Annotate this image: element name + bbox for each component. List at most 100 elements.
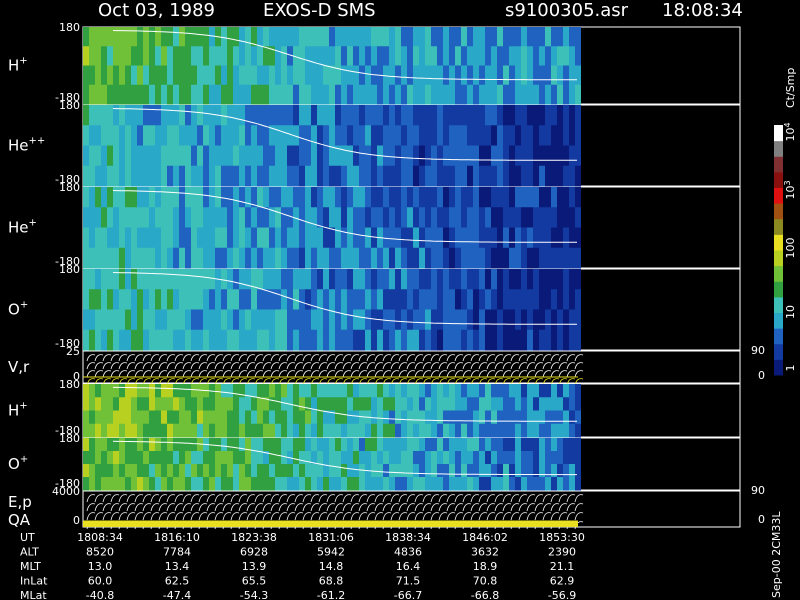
spectrogram-cell bbox=[485, 464, 491, 478]
trace bbox=[390, 512, 400, 521]
spectrogram-cell bbox=[107, 46, 113, 66]
trace bbox=[518, 354, 528, 362]
spectrogram-cell bbox=[419, 423, 425, 438]
spectrogram-cell bbox=[347, 423, 353, 438]
spectrogram-cell bbox=[413, 187, 419, 208]
spectrogram-cell bbox=[329, 145, 335, 167]
spectrogram-cell bbox=[473, 65, 479, 86]
spectrogram-cell bbox=[299, 125, 305, 146]
spectrogram-cell bbox=[533, 187, 539, 208]
spectrogram-cell bbox=[89, 65, 95, 86]
spectrogram-cell bbox=[449, 329, 455, 351]
spectrogram-cell bbox=[365, 451, 371, 465]
spectrogram-cell bbox=[269, 145, 275, 167]
spectrogram-cell bbox=[503, 309, 509, 331]
spectrogram-cell bbox=[191, 410, 197, 425]
spectrogram-cell bbox=[365, 187, 371, 208]
spectrogram-cell bbox=[323, 65, 329, 86]
colorbar-swatch bbox=[774, 125, 783, 142]
spectrogram-cell bbox=[197, 309, 203, 331]
trace bbox=[262, 503, 272, 512]
trace bbox=[526, 370, 536, 378]
spectrogram-cell bbox=[353, 477, 359, 491]
spectrogram-cell bbox=[521, 438, 527, 452]
spectrogram-cell bbox=[95, 464, 101, 478]
trace bbox=[406, 494, 416, 503]
spectrogram-cell bbox=[443, 410, 449, 425]
spectrogram-cell bbox=[197, 438, 203, 452]
spectrogram-cell bbox=[557, 451, 563, 465]
spectrogram-cell bbox=[209, 451, 215, 465]
trace bbox=[342, 370, 352, 378]
cell: 18.9 bbox=[473, 560, 498, 573]
y-tick-label: 180 bbox=[59, 432, 80, 445]
spectrogram-cell bbox=[113, 46, 119, 66]
spectrogram-cell bbox=[533, 46, 539, 66]
spectrogram-cell bbox=[245, 105, 251, 126]
spectrogram-cell bbox=[293, 438, 299, 452]
spectrogram-cell bbox=[449, 187, 455, 208]
spectrogram-cell bbox=[185, 27, 191, 47]
spectrogram-cell bbox=[269, 187, 275, 208]
spectrogram-cell bbox=[557, 384, 563, 398]
trace bbox=[454, 512, 464, 521]
trace bbox=[166, 512, 176, 521]
spectrogram-cell bbox=[263, 165, 269, 187]
spectrogram-cell bbox=[461, 105, 467, 126]
trace bbox=[182, 362, 192, 370]
spectrogram-cell bbox=[275, 46, 281, 66]
spectrogram-cell bbox=[101, 84, 107, 105]
spectrogram-cell bbox=[347, 410, 353, 425]
spectrogram-cell bbox=[179, 247, 185, 269]
spectrogram-cell bbox=[437, 410, 443, 425]
spectrogram-cell bbox=[251, 464, 257, 478]
spectrogram-cell bbox=[569, 438, 575, 452]
spectrogram-cell bbox=[503, 187, 509, 208]
spectrogram-cell bbox=[137, 145, 143, 167]
spectrogram-cell bbox=[275, 105, 281, 126]
spectrogram-cell bbox=[221, 105, 227, 126]
spectrogram-cell bbox=[329, 227, 335, 249]
spectrogram-cell bbox=[185, 65, 191, 86]
spectrogram-cell bbox=[239, 477, 245, 491]
spectrogram-cell bbox=[491, 165, 497, 187]
trace bbox=[206, 362, 216, 370]
spectrogram-cell bbox=[323, 329, 329, 351]
spectrogram-cell bbox=[443, 227, 449, 249]
spectrogram-cell bbox=[443, 46, 449, 66]
trace bbox=[350, 494, 360, 503]
spectrogram-cell bbox=[233, 423, 239, 438]
spectrogram-cell bbox=[191, 309, 197, 331]
spectrogram-cell bbox=[311, 165, 317, 187]
spectrogram-cell bbox=[155, 227, 161, 249]
spectrogram-cell bbox=[281, 477, 287, 491]
spectrogram-cell bbox=[317, 125, 323, 146]
trace bbox=[334, 370, 344, 378]
cell: 7784 bbox=[163, 546, 191, 559]
spectrogram-cell bbox=[185, 207, 191, 228]
spectrogram-cell bbox=[563, 410, 569, 425]
spectrogram-cell bbox=[413, 145, 419, 167]
spectrogram-cell bbox=[149, 84, 155, 105]
spectrogram-cell bbox=[161, 329, 167, 351]
spectrogram-cell bbox=[473, 289, 479, 310]
spectrogram-cell bbox=[233, 329, 239, 351]
spectrogram-cell bbox=[239, 384, 245, 398]
cell: 4836 bbox=[394, 546, 422, 559]
spectrogram-cell bbox=[347, 165, 353, 187]
spectrogram-cell bbox=[575, 84, 581, 105]
trace bbox=[278, 362, 288, 370]
spectrogram-cell bbox=[335, 145, 341, 167]
spectrogram-cell bbox=[281, 269, 287, 290]
trace bbox=[526, 362, 536, 370]
spectrogram-cell bbox=[185, 105, 191, 126]
spectrogram-cell bbox=[329, 27, 335, 47]
row-label: UT bbox=[20, 531, 35, 544]
trace bbox=[254, 354, 264, 362]
spectrogram-cell bbox=[437, 65, 443, 86]
spectrogram-cell bbox=[413, 309, 419, 331]
spectrogram-cell bbox=[461, 27, 467, 47]
spectrogram-cell bbox=[257, 423, 263, 438]
trace bbox=[342, 362, 352, 370]
spectrogram-cell bbox=[389, 46, 395, 66]
